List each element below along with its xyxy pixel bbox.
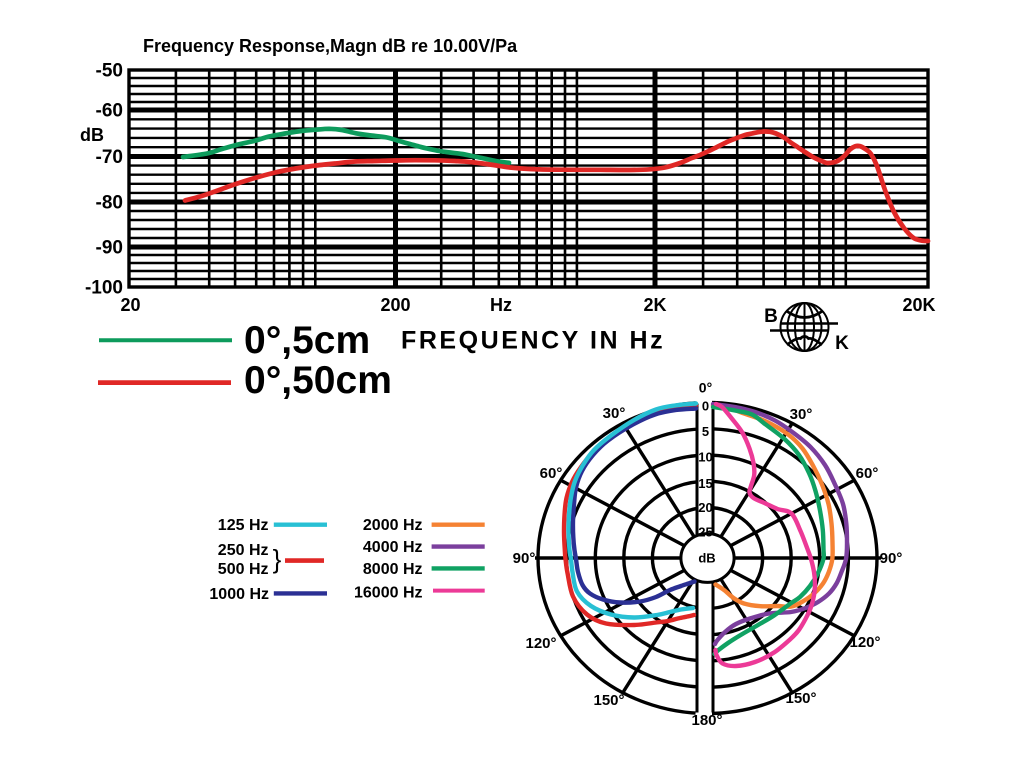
svg-text:2000 Hz: 2000 Hz	[363, 517, 423, 534]
svg-text:5: 5	[702, 424, 709, 439]
svg-text:-80: -80	[96, 193, 123, 214]
svg-text:1000 Hz: 1000 Hz	[209, 586, 269, 603]
svg-text:90°: 90°	[513, 550, 536, 567]
svg-text:180°: 180°	[691, 712, 722, 729]
svg-text:0°,5cm: 0°,5cm	[244, 319, 370, 362]
svg-text:150°: 150°	[593, 692, 624, 709]
svg-text:0°: 0°	[699, 380, 712, 396]
svg-text:Frequency Response,Magn dB re: Frequency Response,Magn dB re 10.00V/Pa	[143, 36, 518, 56]
svg-text:FREQUENCY IN Hz: FREQUENCY IN Hz	[401, 327, 665, 355]
svg-text:4000 Hz: 4000 Hz	[363, 539, 423, 556]
svg-text:-70: -70	[96, 147, 123, 168]
svg-text:dB: dB	[698, 551, 715, 566]
svg-text:}: }	[273, 544, 282, 574]
svg-text:-90: -90	[96, 238, 123, 259]
svg-text:90°: 90°	[880, 550, 903, 567]
svg-text:125 Hz: 125 Hz	[218, 517, 269, 534]
svg-text:60°: 60°	[540, 465, 563, 482]
svg-text:-50: -50	[96, 61, 123, 82]
svg-text:B: B	[764, 306, 778, 327]
svg-text:2K: 2K	[643, 295, 666, 315]
svg-text:20: 20	[120, 295, 140, 315]
svg-text:30°: 30°	[603, 405, 626, 422]
svg-text:-100: -100	[85, 278, 123, 299]
svg-text:-60: -60	[96, 101, 123, 122]
svg-text:25: 25	[698, 524, 712, 539]
svg-text:10: 10	[698, 450, 712, 465]
svg-text:20K: 20K	[902, 295, 935, 315]
svg-text:15: 15	[698, 476, 712, 491]
svg-text:60°: 60°	[856, 465, 879, 482]
svg-text:150°: 150°	[785, 690, 816, 707]
svg-text:0°,50cm: 0°,50cm	[244, 359, 392, 402]
svg-text:16000 Hz: 16000 Hz	[354, 584, 423, 601]
svg-text:120°: 120°	[525, 635, 556, 652]
svg-text:30°: 30°	[790, 406, 813, 423]
svg-text:K: K	[835, 333, 849, 354]
svg-text:200: 200	[380, 295, 410, 315]
svg-text:8000 Hz: 8000 Hz	[363, 561, 423, 578]
svg-text:500 Hz: 500 Hz	[218, 561, 269, 578]
svg-text:250 Hz: 250 Hz	[218, 542, 269, 559]
svg-text:120°: 120°	[849, 634, 880, 651]
svg-text:0: 0	[702, 399, 709, 414]
svg-text:20: 20	[698, 500, 712, 515]
svg-text:Hz: Hz	[490, 295, 512, 315]
svg-text:dB: dB	[80, 125, 104, 145]
